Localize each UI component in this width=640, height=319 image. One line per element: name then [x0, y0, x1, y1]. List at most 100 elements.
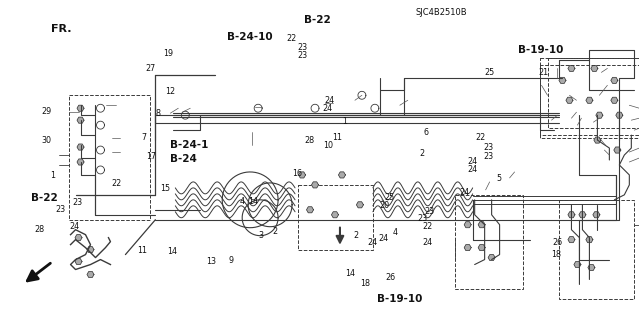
Polygon shape — [87, 271, 94, 278]
Polygon shape — [594, 137, 601, 143]
Text: 11: 11 — [138, 246, 147, 255]
Text: 20: 20 — [380, 201, 390, 210]
Text: 5: 5 — [496, 174, 501, 183]
Polygon shape — [75, 258, 82, 264]
Polygon shape — [611, 77, 618, 83]
Polygon shape — [593, 212, 600, 218]
Polygon shape — [464, 222, 471, 228]
Text: 24: 24 — [467, 165, 477, 174]
Text: 1: 1 — [51, 171, 56, 180]
Polygon shape — [586, 97, 593, 103]
Text: 23: 23 — [425, 207, 435, 216]
Polygon shape — [568, 212, 575, 218]
Text: 16: 16 — [292, 169, 303, 178]
Text: B-24-1: B-24-1 — [170, 140, 208, 150]
Polygon shape — [478, 245, 485, 251]
Text: 23: 23 — [417, 214, 428, 223]
Text: 2: 2 — [420, 149, 425, 158]
Text: 24: 24 — [323, 104, 333, 113]
Text: 24: 24 — [422, 238, 433, 247]
Text: 22: 22 — [476, 133, 486, 142]
Polygon shape — [574, 262, 581, 268]
Bar — [68, 95, 150, 220]
Text: 24: 24 — [460, 188, 469, 197]
Text: FR.: FR. — [51, 24, 71, 34]
Text: 25: 25 — [484, 68, 494, 77]
Text: B-19-10: B-19-10 — [378, 294, 423, 304]
Text: SJC4B2510B: SJC4B2510B — [416, 8, 467, 17]
Polygon shape — [591, 65, 598, 71]
Text: 12: 12 — [165, 87, 175, 96]
Text: 30: 30 — [42, 136, 52, 145]
Polygon shape — [616, 112, 623, 118]
Polygon shape — [586, 237, 593, 243]
Text: 2: 2 — [273, 227, 278, 236]
Text: 2: 2 — [353, 231, 358, 240]
Polygon shape — [614, 147, 621, 153]
Polygon shape — [568, 237, 575, 243]
Text: 24: 24 — [324, 96, 335, 105]
Text: 29: 29 — [42, 107, 52, 116]
Text: 17: 17 — [146, 152, 156, 161]
Text: 4: 4 — [393, 228, 398, 237]
Text: 18: 18 — [360, 279, 370, 288]
Polygon shape — [579, 212, 586, 218]
Text: 7: 7 — [142, 133, 147, 142]
Polygon shape — [566, 97, 573, 103]
Text: 23: 23 — [297, 43, 307, 52]
Text: 19: 19 — [164, 48, 173, 58]
Polygon shape — [339, 172, 346, 178]
Polygon shape — [596, 112, 603, 118]
Text: 23: 23 — [297, 51, 307, 60]
Text: 18: 18 — [551, 250, 561, 259]
Text: 23: 23 — [55, 205, 65, 214]
Text: 8: 8 — [156, 109, 161, 118]
Polygon shape — [464, 245, 471, 251]
Text: 24: 24 — [367, 238, 378, 247]
Bar — [454, 195, 522, 289]
Polygon shape — [356, 202, 364, 208]
Polygon shape — [312, 182, 319, 188]
Polygon shape — [478, 222, 485, 228]
Text: 23: 23 — [483, 143, 493, 152]
Text: 15: 15 — [160, 184, 170, 193]
Text: 6: 6 — [424, 128, 429, 137]
Polygon shape — [77, 105, 84, 111]
Polygon shape — [559, 77, 566, 83]
Polygon shape — [568, 65, 575, 71]
Polygon shape — [298, 172, 305, 178]
Text: 23: 23 — [483, 152, 493, 161]
Text: 28: 28 — [34, 225, 44, 234]
Text: 14: 14 — [167, 247, 177, 256]
Text: 14: 14 — [248, 197, 258, 206]
Text: 21: 21 — [538, 68, 548, 77]
Bar — [540, 58, 639, 138]
Polygon shape — [588, 264, 595, 271]
Text: 26: 26 — [385, 272, 396, 281]
Text: 11: 11 — [332, 133, 342, 142]
Text: B-24-10: B-24-10 — [227, 32, 273, 42]
Text: 25: 25 — [385, 193, 395, 202]
Polygon shape — [332, 212, 339, 218]
Text: B-22: B-22 — [304, 15, 331, 25]
Text: 9: 9 — [228, 256, 234, 265]
Text: 24: 24 — [69, 222, 79, 231]
Text: 26: 26 — [552, 238, 563, 247]
Text: 4: 4 — [239, 197, 244, 206]
Text: 3: 3 — [259, 231, 264, 240]
Text: 10: 10 — [323, 141, 333, 150]
Polygon shape — [307, 207, 314, 213]
Text: B-24: B-24 — [170, 154, 197, 165]
Text: B-22: B-22 — [31, 193, 58, 203]
Text: 24: 24 — [379, 234, 389, 243]
Text: 27: 27 — [146, 64, 156, 73]
Polygon shape — [87, 247, 94, 253]
Polygon shape — [77, 117, 84, 123]
Bar — [559, 200, 634, 300]
Text: 22: 22 — [286, 34, 296, 43]
Text: 28: 28 — [305, 136, 315, 145]
Text: 1: 1 — [342, 117, 347, 126]
Text: 13: 13 — [207, 257, 216, 266]
Polygon shape — [77, 144, 84, 150]
Polygon shape — [611, 97, 618, 103]
